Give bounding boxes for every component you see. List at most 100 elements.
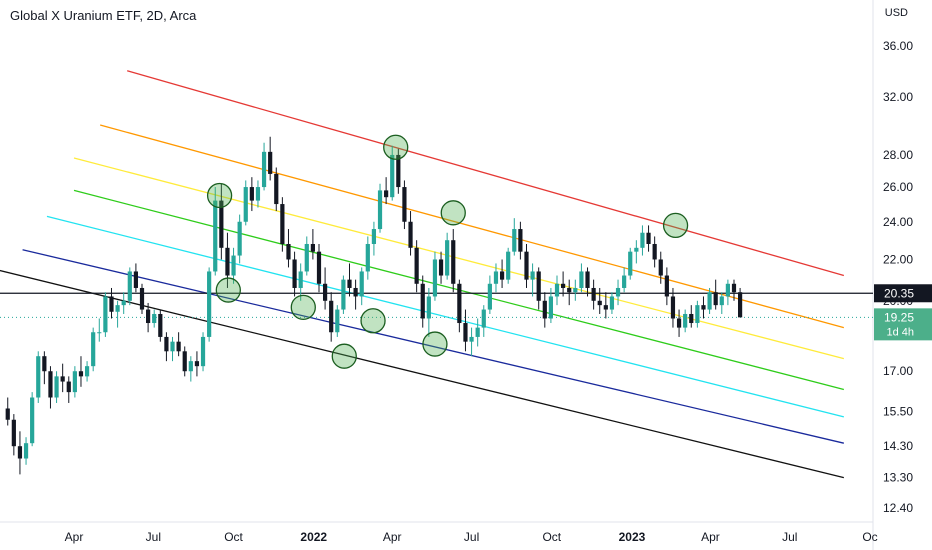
candle-body	[188, 361, 193, 372]
candle-body	[274, 173, 279, 205]
x-tick-label: 2022	[300, 530, 327, 544]
y-tick-label: 36.00	[883, 39, 913, 53]
candle-body	[152, 313, 157, 324]
candle-body	[634, 247, 639, 252]
y-tick-label: 15.50	[883, 404, 913, 418]
candle-body	[115, 305, 120, 312]
chart-title: Global X Uranium ETF, 2D, Arca	[10, 8, 197, 23]
candle-body	[60, 376, 65, 382]
channel-line-navy	[22, 249, 844, 444]
candle-body	[243, 187, 248, 222]
candle-body	[701, 305, 706, 310]
candle-body	[518, 229, 523, 252]
candle-body	[127, 271, 132, 301]
x-tick-label: Oc	[862, 530, 877, 544]
candle-body	[304, 243, 309, 272]
candle-body	[536, 271, 541, 301]
candle-body	[66, 381, 71, 393]
candle-body	[11, 419, 16, 447]
candle-body	[341, 279, 346, 310]
candle-body	[390, 154, 395, 198]
candle-body	[658, 259, 663, 276]
x-tick-label: Apr	[701, 530, 720, 544]
touch-circle	[383, 134, 409, 160]
candle-body	[438, 259, 444, 276]
candle-body	[579, 271, 584, 288]
touch-circle	[360, 308, 386, 334]
y-tick-label: 22.00	[883, 252, 913, 266]
candle-body	[54, 376, 59, 398]
candle-body	[121, 300, 126, 306]
x-tick-label: Oct	[224, 530, 243, 544]
candle-body	[542, 300, 547, 319]
candle-body	[146, 309, 151, 324]
candle-body	[329, 300, 334, 333]
x-tick-label: Apr	[65, 530, 84, 544]
candle-body	[591, 287, 596, 301]
candle-body	[628, 251, 633, 276]
candle-body	[487, 283, 492, 310]
candle-body	[335, 309, 340, 333]
plot-area	[0, 70, 873, 479]
candle-body	[353, 287, 358, 297]
candle-body	[359, 271, 364, 297]
candle-body	[707, 292, 712, 310]
y-tick-label: 13.30	[883, 471, 913, 485]
candle-body	[109, 296, 114, 312]
candle-body	[573, 287, 578, 293]
y-tick-label: 12.40	[883, 501, 913, 515]
candle-body	[255, 187, 261, 201]
candle-body	[261, 151, 267, 188]
candle-body	[713, 292, 718, 306]
candle-body	[347, 279, 352, 288]
candle-body	[652, 243, 657, 260]
x-tick-label: Jul	[782, 530, 797, 544]
candle-body	[23, 443, 29, 459]
horizontal-line-tag	[874, 284, 932, 303]
candle-body	[414, 247, 419, 284]
y-tick-label: 28.00	[883, 148, 913, 162]
channel-line-red	[127, 70, 845, 277]
candle-body	[469, 336, 474, 342]
candle-body	[384, 190, 389, 198]
candle-body	[506, 251, 511, 280]
candle-body	[182, 351, 187, 372]
candle-body	[530, 271, 535, 280]
candle-body	[725, 283, 730, 297]
y-tick-label: 17.00	[883, 364, 913, 378]
candle-body	[164, 336, 169, 352]
candle-body	[268, 151, 273, 174]
candle-body	[280, 204, 285, 244]
candle-body	[322, 283, 328, 301]
candle-body	[292, 259, 297, 288]
candle-body	[78, 371, 84, 377]
candle-body	[194, 361, 200, 367]
candle-body	[585, 271, 590, 288]
candle-body	[554, 283, 560, 297]
candle-body	[609, 296, 615, 310]
candle-body	[426, 296, 431, 319]
candle-body	[17, 446, 23, 459]
candle-body	[640, 232, 645, 248]
y-tick-label: 24.00	[883, 215, 913, 229]
candle-body	[103, 296, 108, 333]
candle-body	[603, 305, 608, 310]
candle-body	[664, 275, 669, 297]
candle-body	[597, 300, 602, 306]
candle-body	[737, 292, 743, 318]
last-price-tag	[874, 308, 932, 341]
candle-body	[481, 309, 486, 328]
touch-circle	[206, 182, 233, 209]
countdown-label: 1d 4h	[886, 326, 914, 338]
horizontal-line-label: 20.35	[884, 286, 914, 300]
y-tick-label: 14.30	[883, 439, 913, 453]
candle-body	[365, 243, 370, 272]
candle-body	[561, 283, 566, 288]
candle-body	[408, 221, 413, 248]
x-tick-label: Jul	[146, 530, 161, 544]
y-tick-label: 26.00	[883, 180, 913, 194]
candle-body	[377, 190, 383, 230]
candle-body	[493, 271, 499, 284]
